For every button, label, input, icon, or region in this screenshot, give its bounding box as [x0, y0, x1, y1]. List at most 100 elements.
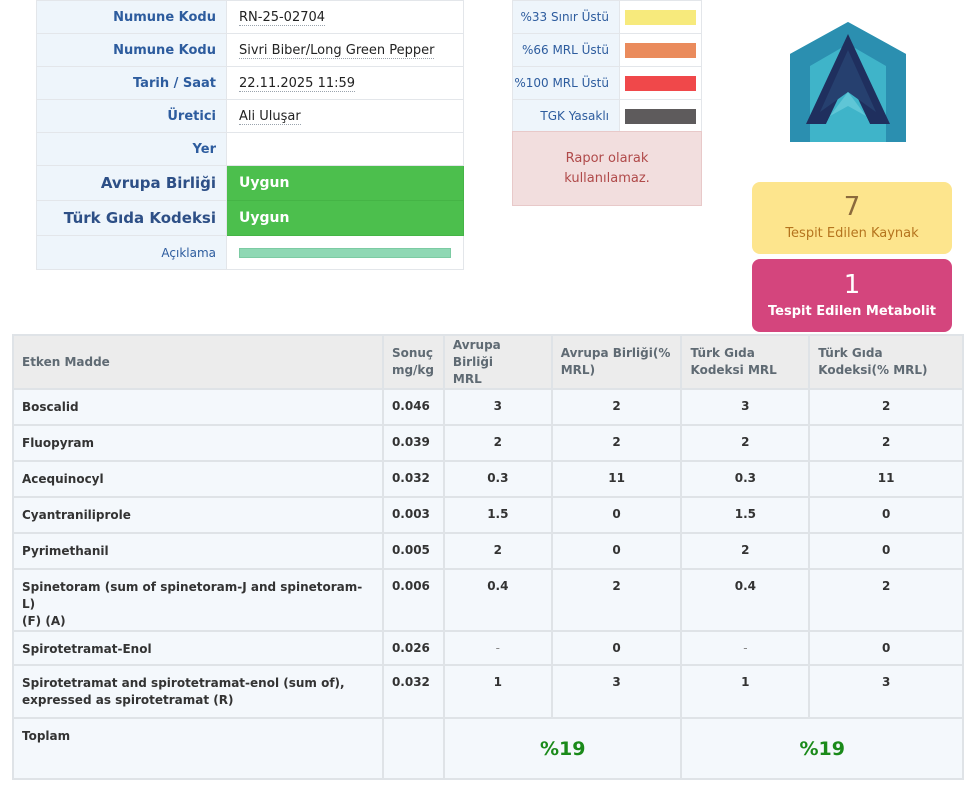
substance-name-line1: Spirotetramat and spirotetramat-enol (su… [22, 676, 345, 690]
legend-label-100: %100 MRL Üstü [512, 66, 620, 100]
detected-source-label: Tespit Edilen Kaynak [785, 226, 919, 241]
detected-metabolite-card: 1 Tespit Edilen Metabolit [752, 259, 952, 332]
note-label: Açıklama [36, 235, 227, 270]
col-header-tgk-mrl: Türk Gıda Kodeksi MRL [680, 334, 811, 390]
info-row-eu-status: Avrupa Birliği Uygun [36, 165, 464, 201]
col-header-eu-pct: Avrupa Birliği(% MRL) [550, 334, 683, 390]
eu-pct-value: 11 [550, 460, 683, 498]
col-header-result: Sonuç mg/kg [381, 334, 445, 390]
result-value: 0.006 [381, 568, 445, 632]
producer-label: Üretici [36, 99, 227, 133]
col-header-tgk-mrl-line2: Kodeksi MRL [690, 363, 777, 377]
legend-swatch-orange [625, 42, 696, 58]
col-header-tgk-pct-line1: Türk Gıda [818, 346, 883, 360]
col-header-tgk-pct: Türk Gıda Kodeksi(% MRL) [808, 334, 964, 390]
substance-name-line2: (F) (A) [22, 614, 66, 628]
legend-swatch-dark [625, 108, 696, 124]
col-header-eu-pct-line2: MRL) [560, 363, 596, 377]
eu-pct-value: 2 [550, 424, 683, 462]
eu-pct-value: 0 [550, 532, 683, 570]
tgk-total-value: %19 [680, 717, 964, 780]
eu-total-value: %19 [442, 717, 683, 780]
detected-source-count: 7 [843, 192, 861, 222]
legend-label-66: %66 MRL Üstü [512, 33, 620, 67]
substance-name: Fluopyram [12, 424, 384, 462]
result-value: 0.039 [381, 424, 445, 462]
substance-name-line2: expressed as spirotetramat (R) [22, 693, 234, 707]
tgk-mrl-value: 2 [680, 532, 811, 570]
eu-pct-value: 0 [550, 496, 683, 534]
tgk-mrl-value: 0.3 [680, 460, 811, 498]
location-label: Yer [36, 132, 227, 166]
tgk-pct-value: 2 [808, 424, 964, 462]
result-value: 0.032 [381, 460, 445, 498]
results-table: Etken Madde Sonuç mg/kg Avrupa Birliği M… [12, 334, 964, 780]
col-header-eu-mrl: Avrupa Birliği MRL [442, 334, 553, 390]
eu-pct-value: 0 [550, 630, 683, 666]
eu-mrl-value: - [442, 630, 553, 666]
table-row: Spirotetramat and spirotetramat-enol (su… [12, 664, 964, 719]
tgk-pct-value: 11 [808, 460, 964, 498]
eu-pct-value: 3 [550, 664, 683, 719]
product-value[interactable]: Sivri Biber/Long Green Pepper [239, 42, 435, 59]
date-value[interactable]: 22.11.2025 11:59 [239, 75, 356, 92]
sample-info-table: Numune Kodu RN-25-02704 Numune Kodu Sivr… [36, 0, 464, 270]
col-header-tgk-mrl-line1: Türk Gıda [690, 346, 755, 360]
table-row: Cyantraniliprole 0.003 1.5 0 1.5 0 [12, 496, 964, 534]
total-row: Toplam %19 %19 [12, 717, 964, 780]
total-label: Toplam [12, 717, 384, 780]
result-value: 0.032 [381, 664, 445, 719]
substance-name: Spirotetramat-Enol [12, 630, 384, 666]
table-row: Boscalid 0.046 3 2 3 2 [12, 388, 964, 426]
sample-code-label: Numune Kodu [36, 0, 227, 34]
col-header-eu-mrl-line2: MRL [452, 371, 482, 386]
table-row: Spirotetramat-Enol 0.026 - 0 - 0 [12, 630, 964, 666]
col-header-result-line2: mg/kg [391, 363, 434, 377]
legend-label-33: %33 Sınır Üstü [512, 0, 620, 34]
eu-status-badge: Uygun [226, 165, 464, 201]
tgk-pct-value: 0 [808, 630, 964, 666]
legend-item: TGK Yasaklı [512, 99, 702, 133]
eu-mrl-value: 0.4 [442, 568, 553, 632]
result-value: 0.005 [381, 532, 445, 570]
location-value [226, 132, 464, 166]
substance-name: Boscalid [12, 388, 384, 426]
info-row-date: Tarih / Saat 22.11.2025 11:59 [36, 66, 464, 100]
detected-metabolite-label: Tespit Edilen Metabolit [768, 304, 936, 319]
detected-source-card: 7 Tespit Edilen Kaynak [752, 182, 952, 254]
sample-code-value[interactable]: RN-25-02704 [239, 9, 326, 26]
tgk-pct-value: 2 [808, 568, 964, 632]
eu-status-label: Avrupa Birliği [36, 165, 227, 201]
company-logo-icon [790, 22, 906, 142]
info-row-sample-code: Numune Kodu RN-25-02704 [36, 0, 464, 34]
info-row-note: Açıklama [36, 235, 464, 270]
info-row-producer: Üretici Ali Uluşar [36, 99, 464, 133]
results-header-row: Etken Madde Sonuç mg/kg Avrupa Birliği M… [12, 334, 964, 390]
tgk-mrl-value: 2 [680, 424, 811, 462]
col-header-eu-pct-line1: Avrupa Birliği(% [560, 346, 671, 360]
substance-name: Spirotetramat and spirotetramat-enol (su… [12, 664, 384, 719]
total-result-empty [381, 717, 445, 780]
tgk-mrl-value: 1.5 [680, 496, 811, 534]
tgk-mrl-value: 1 [680, 664, 811, 719]
producer-value[interactable]: Ali Uluşar [239, 108, 301, 125]
legend-item: %33 Sınır Üstü [512, 0, 702, 34]
eu-mrl-value: 2 [442, 532, 553, 570]
product-label: Numune Kodu [36, 33, 227, 67]
table-row: Pyrimethanil 0.005 2 0 2 0 [12, 532, 964, 570]
substance-name-line1: Spinetoram (sum of spinetoram-J and spin… [22, 580, 363, 611]
legend-item: %100 MRL Üstü [512, 66, 702, 100]
substance-name: Pyrimethanil [12, 532, 384, 570]
eu-mrl-value: 1.5 [442, 496, 553, 534]
col-header-eu-mrl-line1: Avrupa Birliği [452, 337, 501, 369]
col-header-tgk-pct-line2: Kodeksi(% MRL) [818, 363, 928, 377]
col-header-result-line1: Sonuç [391, 346, 434, 360]
tgk-pct-value: 3 [808, 664, 964, 719]
eu-mrl-value: 2 [442, 424, 553, 462]
col-header-substance: Etken Madde [12, 334, 384, 390]
eu-pct-value: 2 [550, 568, 683, 632]
substance-name: Spinetoram (sum of spinetoram-J and spin… [12, 568, 384, 632]
tgk-status-badge: Uygun [226, 200, 464, 236]
info-row-location: Yer [36, 132, 464, 166]
color-legend: %33 Sınır Üstü %66 MRL Üstü %100 MRL Üst… [512, 0, 702, 133]
